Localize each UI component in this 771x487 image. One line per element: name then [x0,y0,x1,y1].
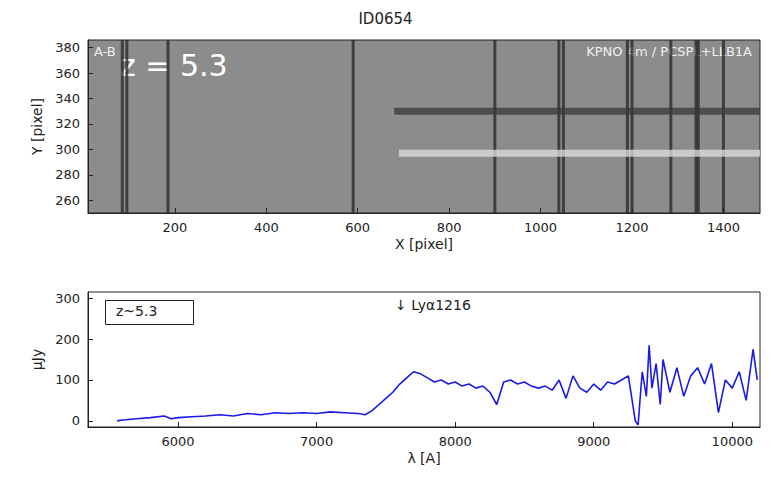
svg-text:ID0654: ID0654 [358,10,412,28]
svg-text:z~5.3: z~5.3 [116,303,157,319]
svg-text:280: 280 [55,167,80,182]
svg-text:320: 320 [55,116,80,131]
svg-text:7000: 7000 [300,434,333,449]
svg-text:1200: 1200 [615,220,648,235]
svg-text:200: 200 [55,332,80,347]
svg-text:10000: 10000 [712,434,753,449]
svg-text:360: 360 [55,66,80,81]
svg-text:KPNO 4m / PCSPL+LLB1A: KPNO 4m / PCSPL+LLB1A [586,44,752,59]
svg-text:↓ Lyα1216: ↓ Lyα1216 [395,297,471,313]
svg-text:380: 380 [55,40,80,55]
svg-text:μJy: μJy [29,349,45,370]
svg-text:260: 260 [55,193,80,208]
svg-text:300: 300 [55,291,80,306]
svg-text:λ [A]: λ [A] [407,450,440,466]
svg-text:8000: 8000 [439,434,472,449]
svg-text:800: 800 [437,220,462,235]
svg-text:300: 300 [55,142,80,157]
svg-text:200: 200 [162,220,187,235]
svg-text:1000: 1000 [524,220,557,235]
svg-text:z = 5.3: z = 5.3 [120,48,228,83]
svg-text:X [pixel]: X [pixel] [395,236,453,252]
svg-text:Y [pixel]: Y [pixel] [29,98,45,156]
svg-text:100: 100 [55,372,80,387]
svg-text:6000: 6000 [162,434,195,449]
svg-text:0: 0 [72,413,80,428]
svg-text:A-B: A-B [94,44,116,59]
svg-text:340: 340 [55,91,80,106]
svg-text:9000: 9000 [577,434,610,449]
svg-text:1400: 1400 [707,220,740,235]
svg-text:600: 600 [345,220,370,235]
svg-text:400: 400 [254,220,279,235]
